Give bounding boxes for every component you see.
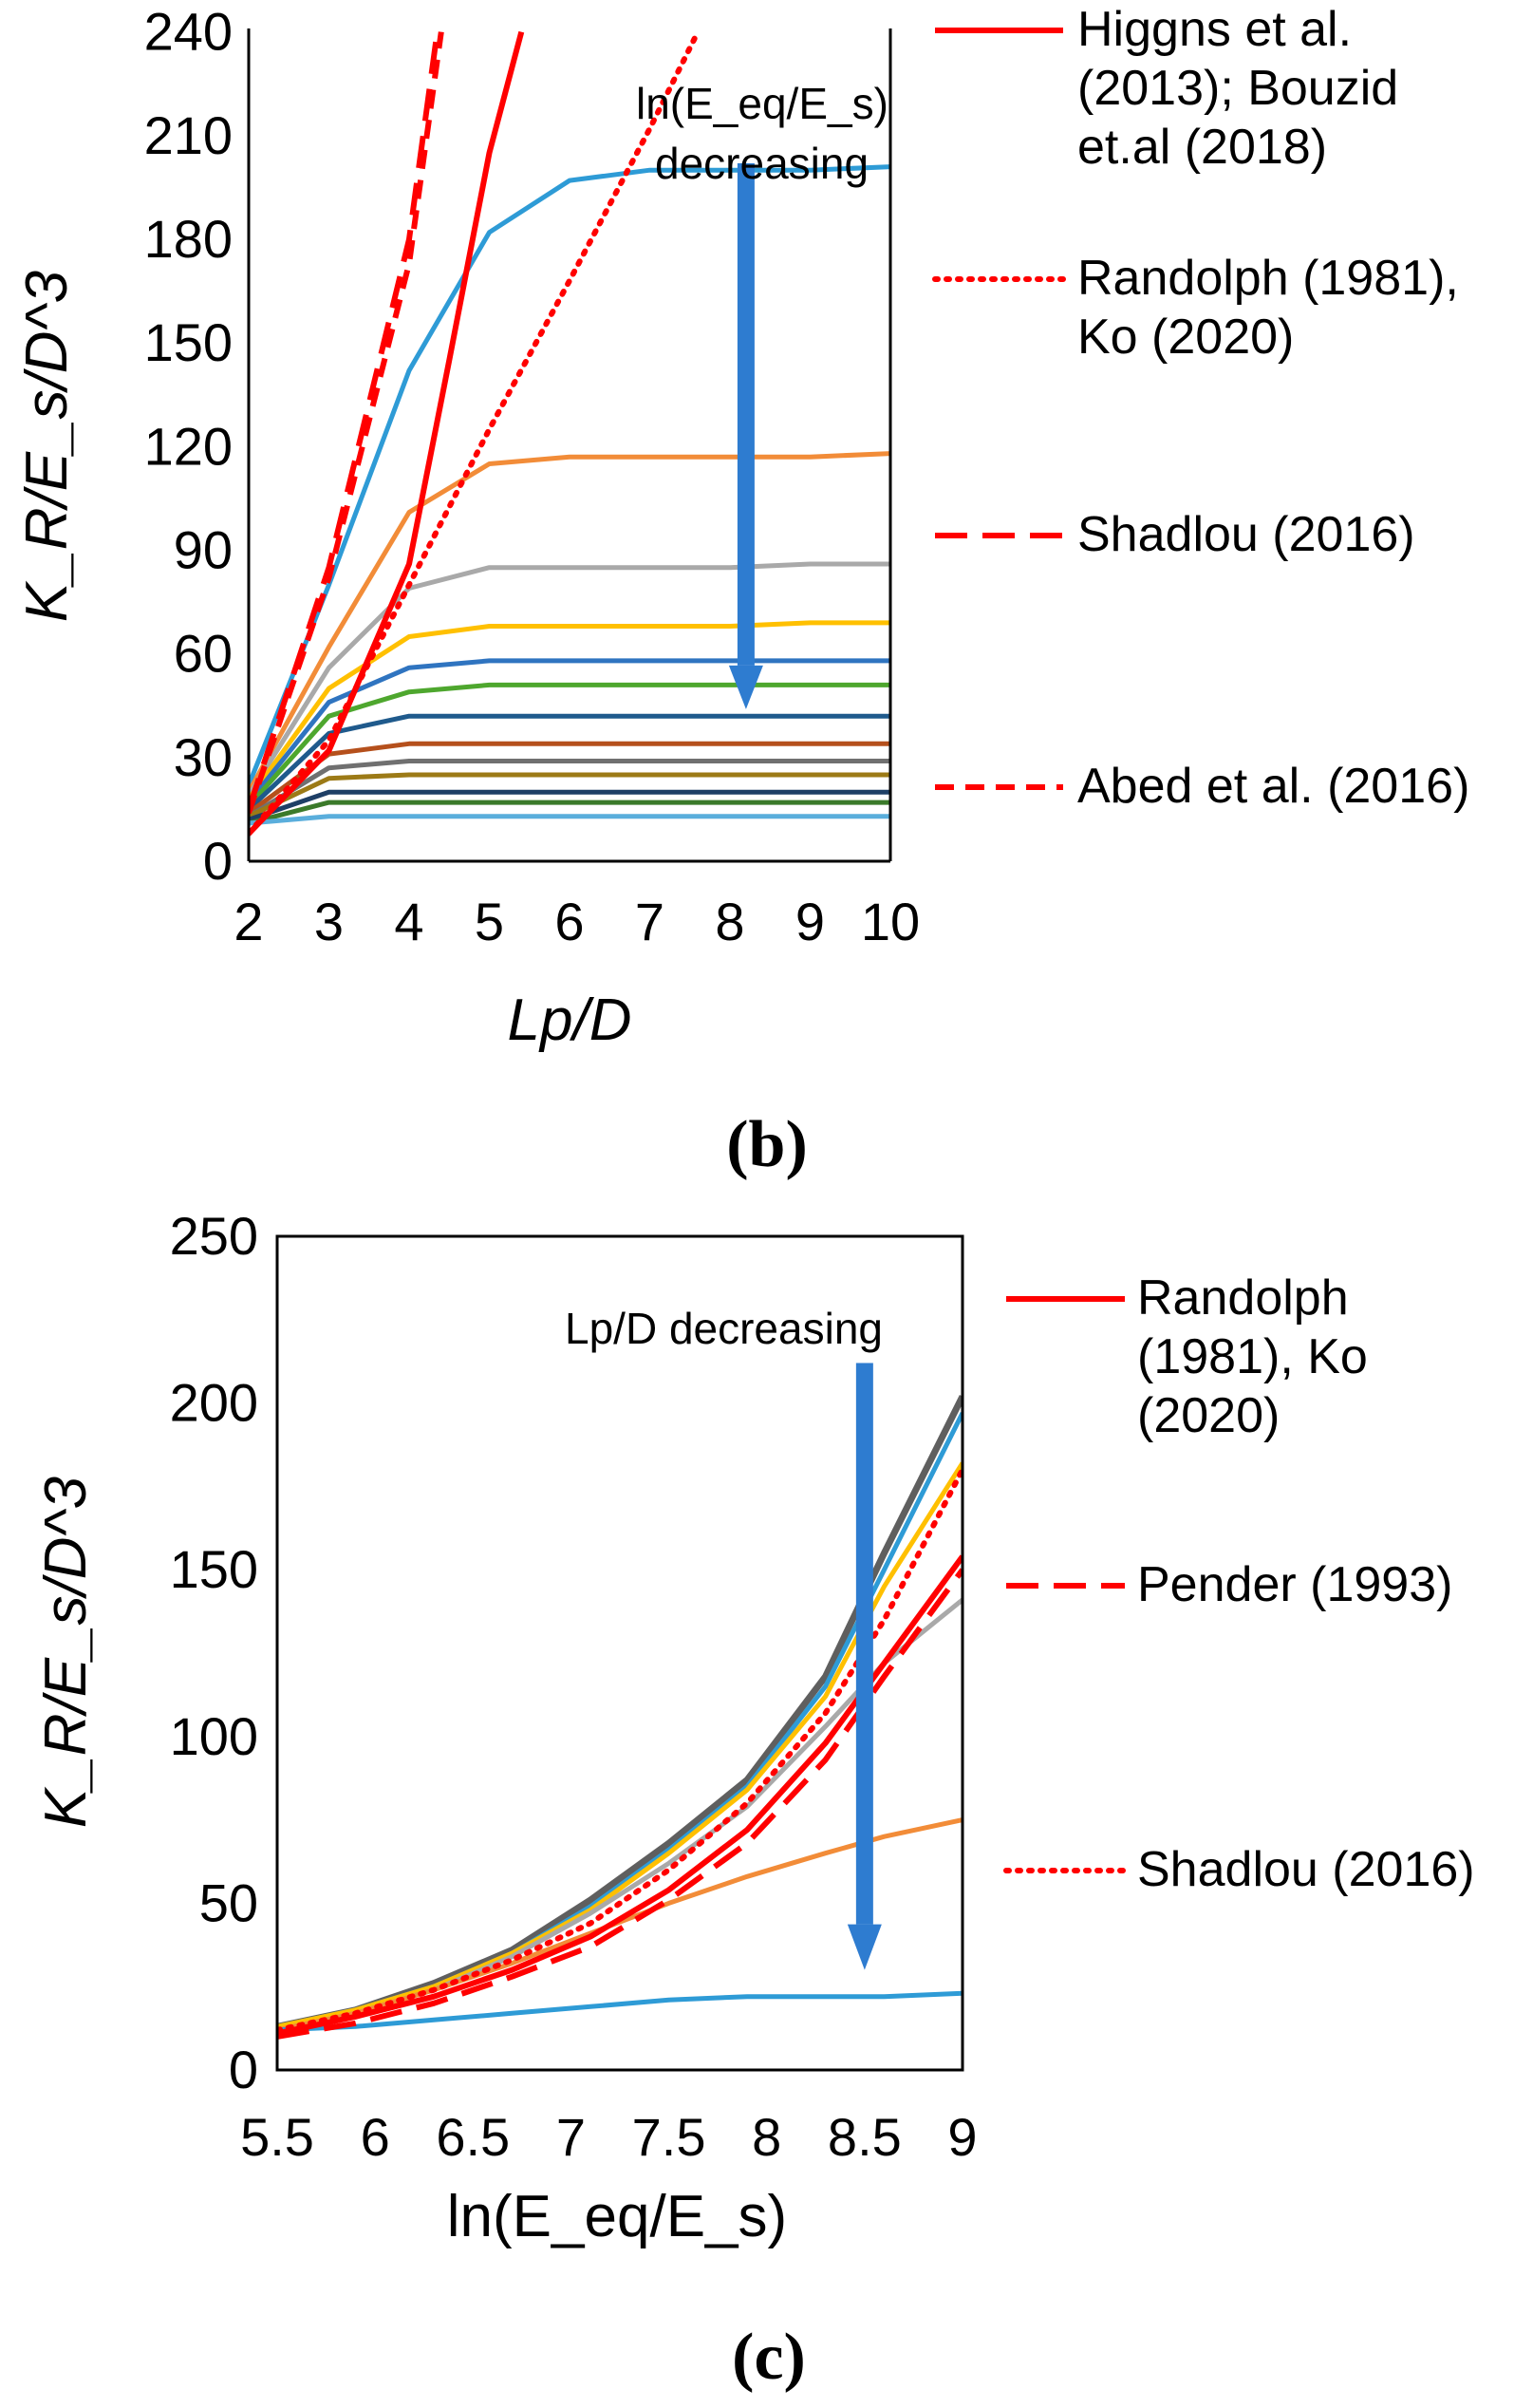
series-line-8 (249, 741, 890, 816)
legend-label-1: (1981), Ko (1137, 1329, 1368, 1384)
annotation-b-line2: decreasing (655, 139, 869, 188)
x-tick-label: 4 (394, 892, 423, 951)
legend-label-1: Randolph (1137, 1270, 1349, 1326)
series-group-b (249, 28, 890, 837)
arrow-c (847, 1363, 882, 1970)
legend-c: Randolph(1981), Ko(2020) Pender (1993) Sha… (1003, 1270, 1475, 1897)
x-tick-label: 7 (635, 892, 664, 951)
x-tick-label: 10 (861, 892, 920, 951)
x-tick-label: 5 (475, 892, 504, 951)
series-group-c (277, 1395, 963, 2040)
legend-label-2: Pender (1993) (1137, 1557, 1452, 1612)
chart-panel-c: 0 50 100 150 200 250 5.5 6 6.5 7 7.5 8 8.5 9 Lp/D de… (33, 1206, 1475, 2394)
arrow-head (728, 665, 763, 709)
y-tick-label: 100 (170, 1706, 258, 1766)
arrow-head (847, 1924, 882, 1970)
series-line-6 (277, 1990, 963, 2033)
x-tick-label: 7 (556, 2107, 586, 2167)
y-axis-label-c: K_R/E_s/D^3 (33, 1477, 99, 1828)
legend-label-3: Shadlou (2016) (1137, 1842, 1475, 1897)
series-line-13 (249, 814, 890, 826)
series-line-10 (249, 772, 890, 818)
y-tick-label: 0 (229, 2040, 258, 2099)
x-axis-label-b: Lp/D (508, 988, 632, 1053)
series-line-17 (249, 31, 444, 815)
x-tick-label: 9 (947, 2107, 977, 2167)
x-tick-label: 9 (795, 892, 825, 951)
y-axis-label-b: K_R/E_s/D^3 (14, 271, 80, 622)
series-line-14 (249, 30, 525, 836)
series-line-15 (249, 28, 701, 837)
x-tick-label: 2 (234, 892, 263, 951)
series-line-1 (249, 164, 890, 786)
arrow-b (728, 162, 763, 709)
legend-label-1: (2020) (1137, 1388, 1280, 1443)
x-tick-label: 7.5 (632, 2107, 706, 2167)
y-tick-labels-b: 0 30 60 90 120 150 180 210 240 (144, 2, 233, 891)
x-tick-label: 6 (361, 2107, 390, 2167)
series-line-11 (249, 789, 890, 822)
arrow-shaft (737, 162, 755, 666)
series-line-5 (277, 1817, 963, 2033)
y-tick-label: 0 (203, 831, 233, 891)
panel-label-c: (c) (732, 2321, 806, 2394)
legend-label-2: Randolph (1981), (1077, 251, 1459, 306)
plot-frame-c (275, 1234, 964, 2072)
x-tick-label: 6.5 (436, 2107, 510, 2167)
series-line-12 (249, 800, 890, 826)
series-line-8 (277, 1568, 963, 2040)
y-tick-label: 210 (144, 105, 233, 165)
series-line-6 (249, 682, 890, 808)
panel-label-b: (b) (726, 1108, 808, 1181)
x-tick-label: 5.5 (240, 2107, 314, 2167)
y-tick-label: 50 (199, 1872, 258, 1932)
legend-label-2: Ko (2020) (1077, 310, 1294, 365)
series-line-3 (277, 1461, 963, 2029)
y-tick-label: 90 (174, 519, 233, 579)
x-tick-label: 8 (752, 2107, 781, 2167)
annotation-c: Lp/D decreasing (565, 1304, 883, 1353)
legend-label-3: Shadlou (2016) (1077, 507, 1415, 562)
legend-label-1: Higgns et al. (1077, 2, 1352, 57)
y-tick-labels-c: 0 50 100 150 200 250 (170, 1206, 258, 2099)
y-tick-label: 150 (144, 312, 233, 372)
arrow-shaft (855, 1363, 873, 1925)
y-tick-label: 240 (144, 2, 233, 62)
x-tick-labels-b: 2 3 4 5 6 7 8 9 10 (234, 892, 920, 951)
series-line-3 (249, 561, 890, 798)
series-line-7 (277, 1554, 963, 2037)
series-line-9 (277, 1466, 963, 2033)
x-tick-label: 6 (554, 892, 584, 951)
y-tick-label: 150 (170, 1539, 258, 1599)
x-axis-label-c: ln(E_eq/E_s) (447, 2184, 787, 2249)
x-tick-label: 3 (314, 892, 344, 951)
legend-label-4: Abed et al. (2016) (1077, 759, 1469, 814)
annotation-b-line1: ln(E_eq/E_s) (636, 79, 888, 128)
y-tick-label: 30 (174, 727, 233, 787)
y-tick-label: 200 (170, 1373, 258, 1433)
y-tick-label: 60 (174, 624, 233, 684)
chart-panel-b: 0 30 60 90 120 150 180 210 240 2 3 4 5 6 7 8 9 10 ln(E_e… (14, 2, 1469, 1181)
x-tick-labels-c: 5.5 6 6.5 7 7.5 8 8.5 9 (240, 2107, 978, 2167)
series-line-9 (249, 759, 890, 818)
legend-label-1: et.al (2018) (1077, 120, 1327, 175)
series-line-7 (249, 713, 890, 812)
x-tick-label: 8.5 (828, 2107, 902, 2167)
series-line-2 (249, 451, 890, 794)
legend-label-1: (2013); Bouzid (1077, 61, 1398, 116)
series-line-4 (249, 620, 890, 800)
y-tick-label: 180 (144, 209, 233, 269)
y-tick-label: 120 (144, 416, 233, 476)
y-tick-label: 250 (170, 1206, 258, 1266)
x-tick-label: 8 (715, 892, 744, 951)
